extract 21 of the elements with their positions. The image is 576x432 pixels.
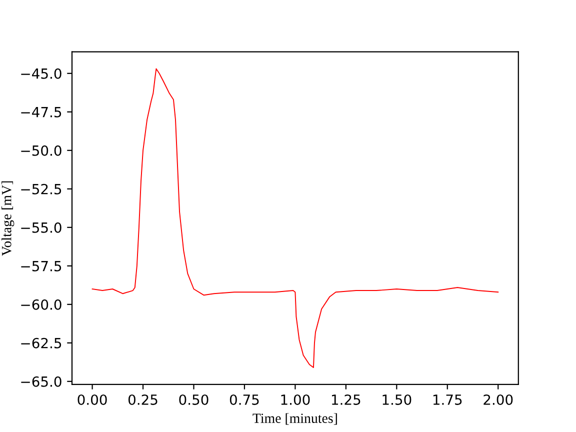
x-tick-label: 0.00	[78, 394, 107, 405]
x-tick-label: 1.50	[382, 394, 412, 405]
x-tick-label: 1.75	[433, 394, 462, 405]
x-tick-label: 1.25	[332, 394, 360, 405]
line-series	[92, 68, 499, 368]
x-tick-label: 1.00	[281, 394, 310, 405]
y-tick-label: −52.5	[21, 184, 62, 194]
y-tick-label: −60.0	[21, 299, 62, 310]
y-tick-label: −50.0	[21, 145, 62, 156]
y-tick-label: −57.5	[21, 261, 62, 272]
y-tick-label: −47.5	[21, 107, 62, 118]
y-tick-label: −55.0	[21, 222, 62, 233]
y-axis-title: Voltage [mV]	[2, 181, 14, 256]
y-tick-label: −45.0	[21, 68, 62, 79]
y-tick-label: −62.5	[21, 338, 62, 348]
x-tick-label: 2.00	[484, 394, 513, 405]
x-tick-label: 0.25	[128, 394, 158, 405]
x-axis-title: Time [minutes]	[252, 413, 337, 425]
x-tick-label: 0.75	[230, 394, 259, 405]
y-tick-label: −65.0	[21, 376, 62, 387]
x-tick-label: 0.50	[179, 394, 208, 405]
